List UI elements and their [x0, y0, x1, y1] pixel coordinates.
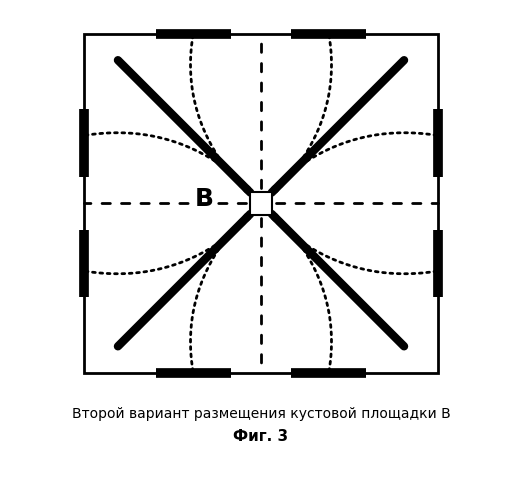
Text: B: B [195, 188, 214, 212]
Text: Второй вариант размещения кустовой площадки В: Второй вариант размещения кустовой площа… [72, 406, 450, 420]
Bar [250, 192, 272, 214]
Text: Фиг. 3: Фиг. 3 [233, 429, 289, 444]
